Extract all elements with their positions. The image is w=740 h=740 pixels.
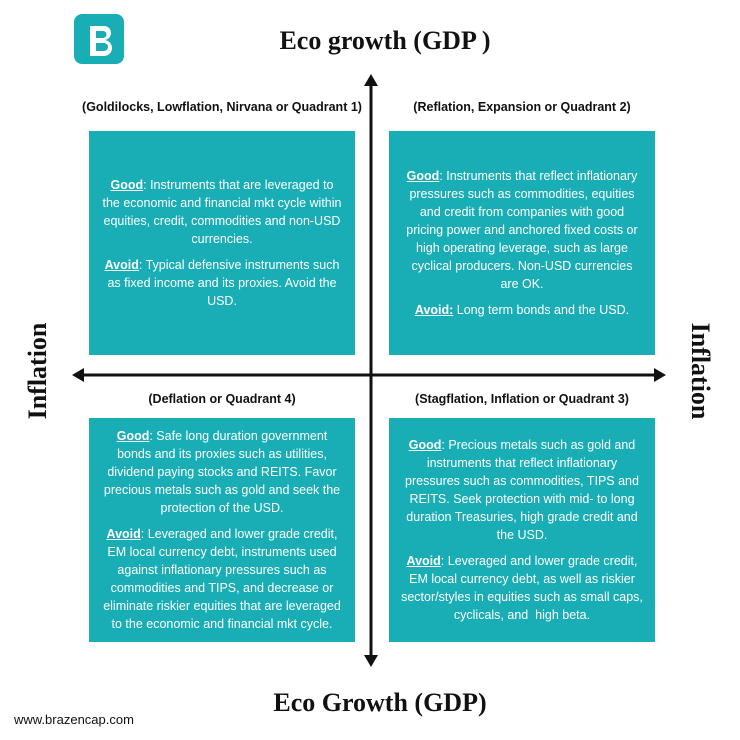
quadrant-box: Good: Precious metals such as gold and i… bbox=[389, 418, 655, 642]
quadrant-header: (Goldilocks, Lowflation, Nirvana or Quad… bbox=[82, 100, 362, 114]
good-paragraph: Good: Precious metals such as gold and i… bbox=[401, 436, 643, 544]
arrow-head bbox=[364, 74, 378, 86]
avoid-text: : Leveraged and lower grade credit, EM l… bbox=[103, 527, 345, 631]
quadrant-box: Good: Safe long duration government bond… bbox=[89, 418, 355, 642]
avoid-text: : Typical defensive instruments such as … bbox=[107, 258, 343, 308]
url: www.brazencap.com bbox=[14, 712, 134, 727]
arrow-head bbox=[654, 368, 666, 382]
quadrant-header: (Deflation or Quadrant 4) bbox=[148, 392, 296, 406]
arrow-head bbox=[72, 368, 84, 382]
good-text: : Instruments that reflect inflationary … bbox=[406, 169, 642, 291]
avoid-label: Avoid: bbox=[414, 303, 454, 317]
quadrant-header: (Reflation, Expansion or Quadrant 2) bbox=[413, 100, 631, 114]
good-label: Good bbox=[110, 178, 144, 192]
good-label: Good bbox=[116, 429, 150, 443]
avoid-label: Avoid bbox=[104, 258, 139, 272]
logo-glyph bbox=[90, 26, 112, 56]
quadrant-box: Good: Instruments that are leveraged to … bbox=[89, 131, 355, 355]
quadrant-box: Good: Instruments that reflect inflation… bbox=[389, 131, 655, 355]
good-text: : Safe long duration government bonds an… bbox=[103, 429, 344, 515]
good-paragraph: Good: Instruments that are leveraged to … bbox=[101, 176, 343, 248]
arrow-head bbox=[364, 655, 378, 667]
avoid-paragraph: Avoid: Leveraged and lower grade credit,… bbox=[401, 552, 643, 624]
avoid-text: : Leveraged and lower grade credit, EM l… bbox=[401, 554, 647, 622]
good-paragraph: Good: Instruments that reflect inflation… bbox=[401, 167, 643, 293]
avoid-label: Avoid bbox=[406, 554, 441, 568]
avoid-paragraph: Avoid: Long term bonds and the USD. bbox=[401, 301, 643, 319]
avoid-paragraph: Avoid: Typical defensive instruments suc… bbox=[101, 256, 343, 310]
good-label: Good bbox=[408, 438, 442, 452]
title: Eco growth (GDP ) bbox=[279, 26, 491, 55]
avoid-text: Long term bonds and the USD. bbox=[453, 303, 630, 317]
quadrant-header: (Stagflation, Inflation or Quadrant 3) bbox=[415, 392, 629, 406]
good-text: : Instruments that are leveraged to the … bbox=[102, 178, 345, 246]
bottom-title: Eco Growth (GDP) bbox=[273, 688, 487, 717]
avoid-label: Avoid bbox=[106, 527, 141, 541]
good-label: Good bbox=[406, 169, 440, 183]
avoid-paragraph: Avoid: Leveraged and lower grade credit,… bbox=[101, 525, 343, 633]
good-text: : Precious metals such as gold and instr… bbox=[405, 438, 643, 542]
good-paragraph: Good: Safe long duration government bond… bbox=[101, 427, 343, 517]
right-label: Inflation bbox=[686, 322, 715, 420]
left-label: Inflation bbox=[23, 322, 52, 420]
